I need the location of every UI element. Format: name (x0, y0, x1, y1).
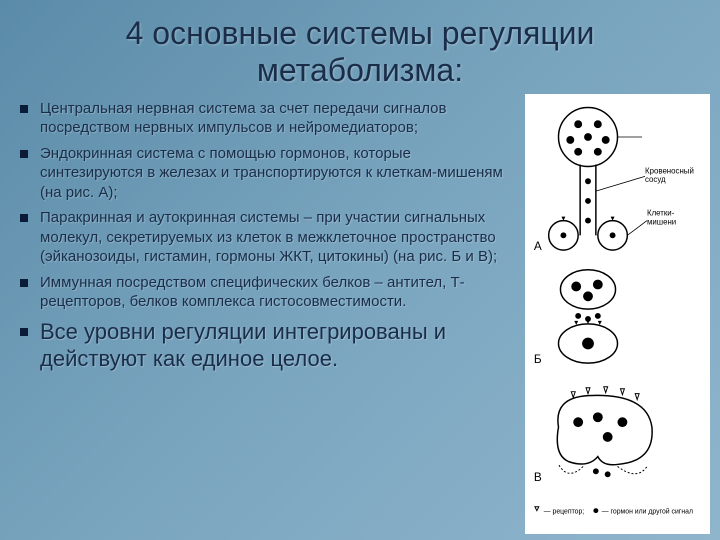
diagram-panel: Кровеносный сосуд Клетки- мишени А (525, 94, 710, 534)
bullet-text: Иммунная посредством специфических белко… (40, 273, 517, 312)
bullet-icon (20, 150, 28, 158)
label-vessel: Кровеносный (645, 166, 694, 175)
bullet-text: Центральная нервная система за счет пере… (40, 99, 517, 138)
bullet-text: Паракринная и аутокринная системы – при … (40, 208, 517, 267)
label-a: А (534, 239, 542, 253)
label-b: Б (534, 352, 542, 366)
diagram-v: В (534, 386, 652, 483)
list-item: Паракринная и аутокринная системы – при … (20, 208, 517, 267)
label-v: В (534, 470, 542, 484)
diagram-a: Кровеносный сосуд Клетки- мишени А (534, 107, 694, 253)
diagram-legend: — рецептор; — гормон или другой сигнал (535, 506, 693, 515)
bullet-text: Все уровни регуляции интегрированы и дей… (40, 318, 517, 373)
bullet-icon (20, 105, 28, 113)
bullet-text: Эндокринная система с помощью гормонов, … (40, 144, 517, 203)
list-item: Центральная нервная система за счет пере… (20, 99, 517, 138)
svg-text:сосуд: сосуд (645, 175, 666, 184)
bullet-icon (20, 214, 28, 222)
svg-text:— гормон или другой сигнал: — гормон или другой сигнал (602, 507, 693, 515)
list-item: Эндокринная система с помощью гормонов, … (20, 144, 517, 203)
bullet-icon (20, 328, 28, 336)
svg-text:— рецептор;: — рецептор; (544, 508, 585, 515)
bullet-icon (20, 279, 28, 287)
diagram-b: Б (534, 269, 618, 365)
list-item: Все уровни регуляции интегрированы и дей… (20, 318, 517, 373)
svg-text:мишени: мишени (647, 217, 676, 226)
label-target: Клетки- (647, 208, 675, 217)
content-area: Центральная нервная система за счет пере… (0, 99, 720, 534)
text-column: Центральная нервная система за счет пере… (20, 99, 525, 534)
slide-title: 4 основные системы регуляции метаболизма… (0, 0, 720, 99)
regulation-diagram: Кровеносный сосуд Клетки- мишени А (529, 102, 706, 526)
list-item: Иммунная посредством специфических белко… (20, 273, 517, 312)
